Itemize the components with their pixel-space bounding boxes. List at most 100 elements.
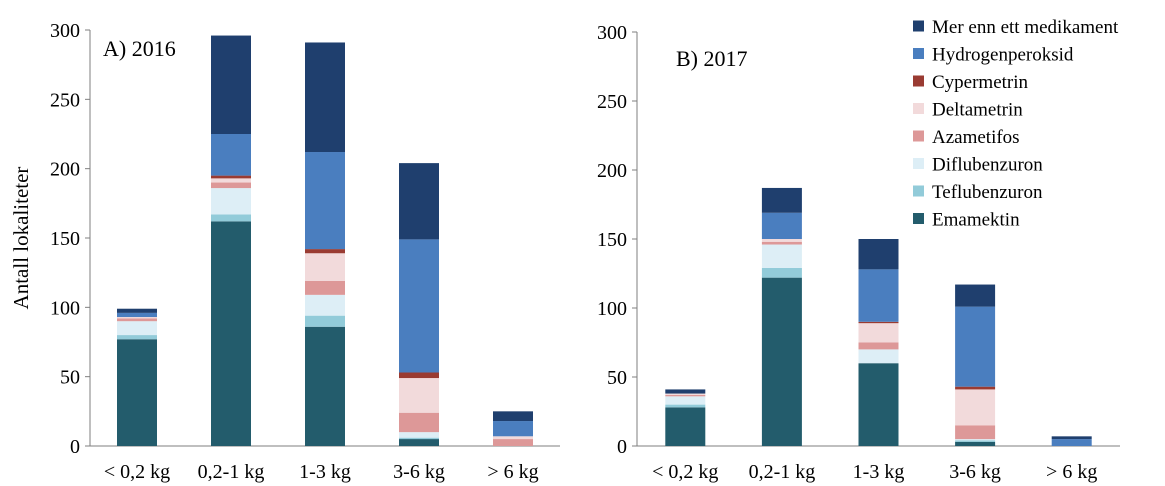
y-tick-label: 0 bbox=[70, 436, 80, 458]
bar-segment-teflubenzuron bbox=[399, 437, 439, 440]
bar-segment-azametifos bbox=[211, 182, 251, 189]
x-tick-label: > 6 kg bbox=[487, 461, 538, 483]
bar-segment-hydrogenperoksid bbox=[955, 306, 996, 387]
bar-segment-hydrogenperoksid bbox=[1051, 439, 1092, 446]
bar-segment-deltametrin bbox=[858, 323, 899, 343]
bar-segment-deltametrin bbox=[399, 378, 439, 413]
bar-segment-diflubenzuron bbox=[955, 439, 996, 441]
x-tick-label: < 0,2 kg bbox=[104, 461, 170, 483]
y-tick-label: 250 bbox=[50, 89, 80, 111]
legend-swatch bbox=[913, 103, 924, 114]
bar-segment-deltametrin bbox=[493, 436, 533, 440]
bar-segment-emamektin bbox=[955, 441, 996, 446]
bar-segment-azametifos bbox=[399, 412, 439, 433]
bar-segment-teflubenzuron bbox=[305, 315, 345, 327]
panel-label: A) 2016 bbox=[103, 36, 176, 61]
legend-swatch bbox=[913, 158, 924, 169]
y-tick-label: 250 bbox=[597, 91, 627, 113]
y-tick-label: 100 bbox=[597, 298, 627, 320]
bar-segment-diflubenzuron bbox=[858, 349, 899, 364]
bar-segment-mer-enn-ett-medikament bbox=[858, 239, 899, 270]
bar-segment-deltametrin bbox=[305, 253, 345, 281]
x-tick-label: 1-3 kg bbox=[853, 461, 905, 483]
bar-segment-emamektin bbox=[858, 363, 899, 446]
bar-segment-diflubenzuron bbox=[117, 321, 157, 336]
legend-label: Teflubenzuron bbox=[932, 182, 1043, 203]
x-tick-label: 3-6 kg bbox=[393, 461, 445, 483]
bar-segment-cypermetrin bbox=[858, 321, 899, 324]
bar-segment-deltametrin bbox=[211, 178, 251, 183]
legend-label: Diflubenzuron bbox=[932, 155, 1043, 176]
panel-label: B) 2017 bbox=[676, 46, 748, 71]
legend-swatch bbox=[913, 75, 924, 87]
bar-segment-hydrogenperoksid bbox=[211, 134, 251, 176]
x-tick-label: < 0,2 kg bbox=[652, 461, 718, 483]
x-tick-label: 3-6 kg bbox=[949, 461, 1001, 483]
bar-segment-cypermetrin bbox=[955, 386, 996, 390]
bar-segment-azametifos bbox=[858, 342, 899, 350]
bar-segment-teflubenzuron bbox=[117, 335, 157, 340]
y-tick-label: 0 bbox=[617, 436, 627, 458]
bar-segment-teflubenzuron bbox=[211, 214, 251, 222]
bar-segment-mer-enn-ett-medikament bbox=[955, 284, 996, 307]
bar-segment-hydrogenperoksid bbox=[117, 312, 157, 318]
bar-segment-emamektin bbox=[399, 439, 439, 446]
legend-swatch bbox=[913, 213, 924, 224]
legend-label: Azametifos bbox=[932, 127, 1020, 148]
x-tick-label: 0,2-1 kg bbox=[749, 461, 816, 483]
legend-label: Mer enn ett medikament bbox=[932, 17, 1119, 38]
bar-segment-hydrogenperoksid bbox=[305, 152, 345, 250]
bar-segment-cypermetrin bbox=[399, 372, 439, 379]
bar-segment-mer-enn-ett-medikament bbox=[761, 187, 802, 213]
bar-segment-diflubenzuron bbox=[211, 188, 251, 215]
bar-segment-azametifos bbox=[493, 439, 533, 446]
bar-segment-emamektin bbox=[305, 326, 345, 446]
x-tick-label: 0,2-1 kg bbox=[198, 461, 265, 483]
bar-segment-hydrogenperoksid bbox=[399, 239, 439, 373]
bar-segment-hydrogenperoksid bbox=[761, 212, 802, 239]
bar-segment-teflubenzuron bbox=[955, 440, 996, 442]
y-axis-title: Antall lokaliteter bbox=[9, 167, 33, 310]
y-tick-label: 200 bbox=[597, 160, 627, 182]
bar-segment-diflubenzuron bbox=[305, 294, 345, 316]
bar-segment-deltametrin bbox=[761, 239, 802, 242]
bar-segment-mer-enn-ett-medikament bbox=[493, 411, 533, 422]
bar-segment-mer-enn-ett-medikament bbox=[305, 42, 345, 153]
y-tick-label: 200 bbox=[50, 159, 80, 181]
bar-segment-mer-enn-ett-medikament bbox=[399, 163, 439, 240]
bar-segment-cypermetrin bbox=[305, 249, 345, 254]
legend-label: Hydrogenperoksid bbox=[932, 45, 1074, 66]
bar-segment-mer-enn-ett-medikament bbox=[211, 35, 251, 135]
x-tick-label: 1-3 kg bbox=[299, 461, 351, 483]
y-tick-label: 150 bbox=[50, 228, 80, 250]
y-tick-label: 300 bbox=[597, 22, 627, 44]
bar-segment-emamektin bbox=[117, 339, 157, 446]
legend-swatch bbox=[913, 130, 924, 142]
bar-segment-deltametrin bbox=[955, 389, 996, 426]
y-tick-label: 50 bbox=[60, 367, 80, 389]
bar-segment-emamektin bbox=[211, 221, 251, 446]
bar-segment-hydrogenperoksid bbox=[858, 269, 899, 322]
y-tick-label: 50 bbox=[607, 367, 627, 389]
bar-segment-azametifos bbox=[761, 241, 802, 245]
bar-segment-deltametrin bbox=[117, 317, 157, 319]
bar-segment-azametifos bbox=[117, 318, 157, 322]
legend-label: Emamektin bbox=[932, 210, 1020, 231]
bar-segment-cypermetrin bbox=[211, 175, 251, 179]
bar-segment-azametifos bbox=[665, 394, 706, 397]
legend-label: Deltametrin bbox=[932, 100, 1023, 121]
legend-swatch bbox=[913, 20, 924, 32]
bar-segment-emamektin bbox=[761, 277, 802, 446]
bar-segment-teflubenzuron bbox=[761, 267, 802, 278]
legend-swatch bbox=[913, 185, 924, 197]
bar-segment-mer-enn-ett-medikament bbox=[1051, 436, 1092, 440]
bar-segment-diflubenzuron bbox=[761, 244, 802, 268]
x-tick-label: > 6 kg bbox=[1046, 461, 1097, 483]
bar-segment-hydrogenperoksid bbox=[493, 421, 533, 437]
y-tick-label: 100 bbox=[50, 297, 80, 319]
bar-segment-diflubenzuron bbox=[399, 432, 439, 438]
bar-segment-mer-enn-ett-medikament bbox=[665, 389, 706, 394]
y-tick-label: 300 bbox=[50, 20, 80, 42]
